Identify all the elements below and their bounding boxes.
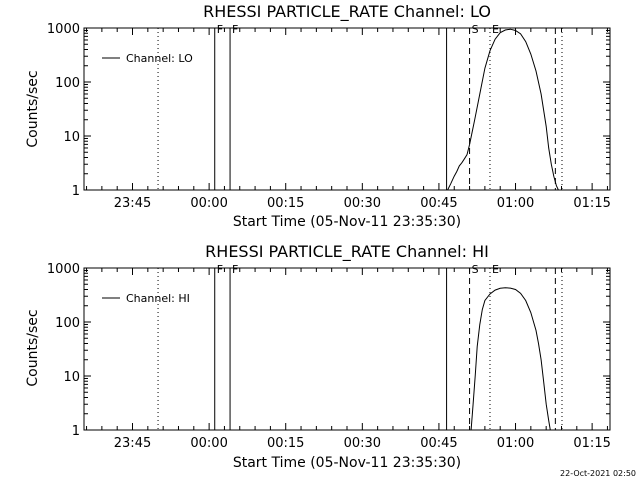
y-tick-label: 1000 <box>47 22 80 37</box>
y-tick-label: 1 <box>72 424 80 439</box>
x-tick-label: 00:45 <box>420 436 457 451</box>
legend-label: Channel: HI <box>126 292 190 305</box>
x-tick-label: 00:45 <box>420 196 457 211</box>
x-tick-label: 00:00 <box>190 196 227 211</box>
series-line <box>470 287 551 431</box>
series-group <box>470 287 551 431</box>
x-tick-label: 01:00 <box>497 196 534 211</box>
footer-date: 22-Oct-2021 02:50 <box>560 469 636 478</box>
legend: Channel: HI <box>102 292 190 305</box>
chart-title: RHESSI PARTICLE_RATE Channel: HI <box>205 242 489 262</box>
x-tick-label: 23:45 <box>114 196 151 211</box>
x-tick-label: 01:00 <box>497 436 534 451</box>
legend-label: Channel: LO <box>126 52 193 65</box>
chart-title: RHESSI PARTICLE_RATE Channel: LO <box>203 2 491 22</box>
tick-group: 23:45 00:00 00:15 00:30 00:45 01:00 01:15 1 10 10… <box>47 262 611 451</box>
y-axis-label: Counts/sec <box>25 70 41 147</box>
x-tick-label: 00:30 <box>344 196 381 211</box>
x-axis-label: Start Time (05-Nov-11 23:35:30) <box>233 455 461 471</box>
y-tick-label: 10 <box>63 370 80 385</box>
y-tick-label: 100 <box>55 76 80 91</box>
y-tick-label: 1000 <box>47 262 80 277</box>
x-axis-label: Start Time (05-Nov-11 23:35:30) <box>233 214 461 230</box>
y-tick-label: 100 <box>55 316 80 331</box>
event-marker-label: S <box>472 263 479 276</box>
series-group <box>447 28 559 191</box>
event-marker-label: E <box>492 263 499 276</box>
chart-panel-lo: RHESSI PARTICLE_RATE Channel: LO Counts/… <box>25 2 611 230</box>
event-marker-label: F <box>217 263 223 276</box>
y-tick-label: 10 <box>63 130 80 145</box>
event-marker-label: F <box>217 23 223 36</box>
y-tick-label: 1 <box>72 184 80 199</box>
x-tick-label: 01:15 <box>573 196 610 211</box>
event-marker-label: F <box>232 263 238 276</box>
event-marker-label: F <box>232 23 238 36</box>
x-tick-label: 00:15 <box>267 436 304 451</box>
series-line <box>447 28 559 191</box>
x-tick-label: 01:15 <box>573 436 610 451</box>
legend: Channel: LO <box>102 52 193 65</box>
x-tick-label: 00:30 <box>344 436 381 451</box>
y-axis-label: Counts/sec <box>25 309 41 386</box>
x-tick-label: 00:15 <box>267 196 304 211</box>
event-marker-label: E <box>492 23 499 36</box>
x-tick-label: 23:45 <box>114 436 151 451</box>
x-tick-label: 00:00 <box>190 436 227 451</box>
event-marker-label: S <box>472 23 479 36</box>
tick-group: 23:45 00:00 00:15 00:30 00:45 01:00 01:15 1 10 10… <box>47 22 611 211</box>
chart-panel-hi: RHESSI PARTICLE_RATE Channel: HI Counts/… <box>25 242 611 471</box>
